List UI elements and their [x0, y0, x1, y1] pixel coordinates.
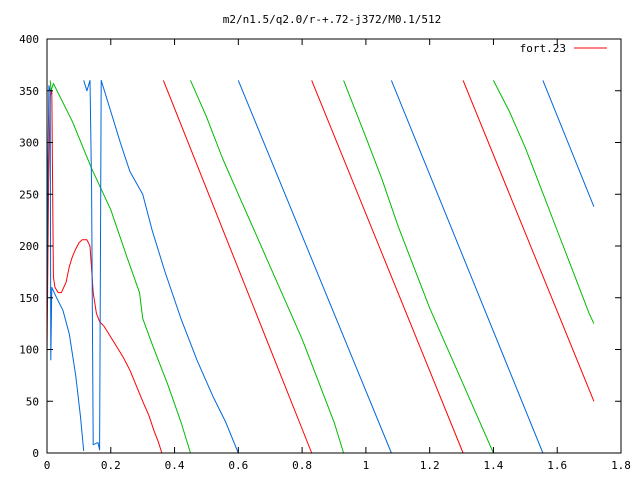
- chart-title: m2/n1.5/q2.0/r-+.72-j372/M0.1/512: [223, 13, 442, 26]
- series-line-3: [46, 79, 595, 454]
- x-tick-label: 0.6: [228, 459, 248, 472]
- x-tick-label: 1.6: [547, 459, 567, 472]
- y-tick-label: 400: [19, 33, 39, 46]
- x-tick-label: 1: [363, 459, 370, 472]
- x-tick-label: 0: [44, 459, 51, 472]
- y-tick-label: 150: [19, 292, 39, 305]
- x-tick-label: 0.8: [292, 459, 312, 472]
- x-tick-label: 1.4: [484, 459, 504, 472]
- series-line-1: [46, 80, 595, 454]
- y-tick-label: 350: [19, 85, 39, 98]
- y-tick-label: 50: [26, 395, 39, 408]
- plot-frame: [46, 38, 622, 454]
- x-tick-label: 1.2: [420, 459, 440, 472]
- legend: fort.23: [520, 42, 607, 55]
- x-tick-label: 1.8: [611, 459, 631, 472]
- x-tick-label: 0.2: [101, 459, 121, 472]
- y-tick-label: 300: [19, 137, 39, 150]
- y-tick-label: 200: [19, 240, 39, 253]
- series-line-2: [49, 80, 595, 454]
- y-tick-label: 100: [19, 344, 39, 357]
- axes-layer: 0 0.2 0.4 0.6 0.8 1 1.2 1.4 1.6 1.8 0 50 100 150 200 25…: [19, 33, 631, 472]
- legend-label: fort.23: [520, 42, 566, 55]
- y-tick-label: 0: [32, 447, 39, 460]
- y-tick-label: 250: [19, 188, 39, 201]
- series-layer: [46, 79, 595, 454]
- x-tick-label: 0.4: [165, 459, 185, 472]
